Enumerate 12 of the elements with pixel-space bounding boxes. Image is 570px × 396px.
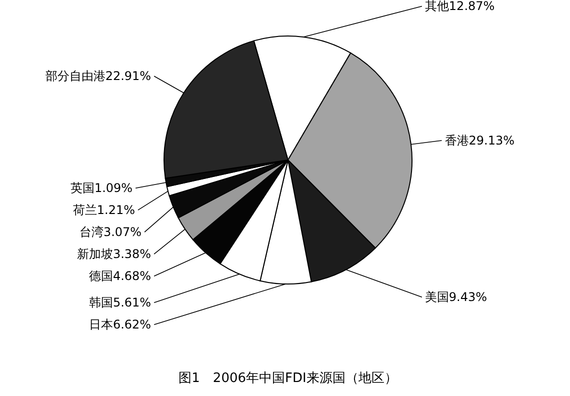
slice-label: 德国4.68%: [88, 269, 152, 284]
slice-label: 香港29.13%: [444, 133, 515, 148]
slice-label: 新加坡3.38%: [76, 247, 152, 262]
slice-label: 英国1.09%: [70, 181, 133, 196]
slice-label: 部分自由港22.91%: [45, 69, 152, 84]
slice-label: 台湾3.07%: [79, 225, 142, 240]
slice-label: 日本6.62%: [88, 318, 152, 332]
slice-label: 荷兰1.21%: [72, 203, 135, 218]
text: 图1 2006年中国FDI来源国（地区）: [178, 371, 398, 386]
slice-label: 其他12.87%: [424, 0, 495, 14]
slice-label: 韩国5.61%: [88, 296, 152, 310]
slice-label: 美国9.43%: [424, 290, 488, 304]
